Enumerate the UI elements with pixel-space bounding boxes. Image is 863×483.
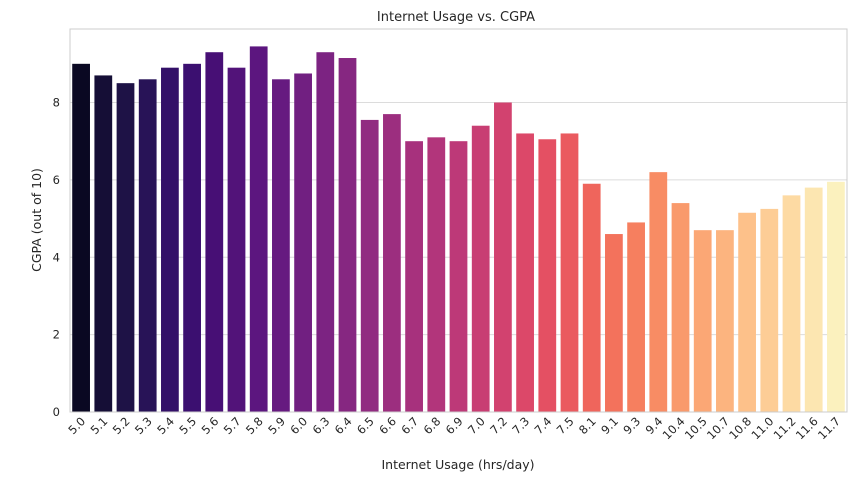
x-tick-label: 8.1 bbox=[576, 414, 599, 437]
x-tick-label: 5.9 bbox=[265, 414, 288, 437]
y-tick-label: 6 bbox=[53, 173, 60, 187]
bar bbox=[72, 63, 90, 413]
bar bbox=[693, 230, 712, 412]
x-tick-label: 6.5 bbox=[354, 414, 377, 437]
bars bbox=[72, 46, 845, 413]
x-tick-label: 5.5 bbox=[176, 414, 199, 437]
bar bbox=[338, 58, 357, 413]
x-tick-label: 11.2 bbox=[771, 414, 799, 442]
bar bbox=[738, 212, 756, 412]
x-tick-label: 5.3 bbox=[132, 414, 155, 437]
x-tick-label: 10.4 bbox=[660, 414, 688, 442]
plot-frame bbox=[69, 28, 848, 413]
bar bbox=[383, 114, 401, 412]
x-tick-label: 5.0 bbox=[65, 414, 88, 437]
x-tick-label: 9.1 bbox=[598, 414, 621, 437]
chart-title: Internet Usage vs. CGPA bbox=[377, 10, 535, 25]
bar bbox=[471, 125, 490, 413]
x-tick-label: 6.9 bbox=[443, 414, 466, 437]
bar bbox=[94, 75, 113, 412]
bar bbox=[427, 137, 446, 412]
bar bbox=[449, 141, 468, 412]
bar bbox=[249, 46, 268, 413]
bar bbox=[360, 119, 379, 413]
x-tick-label: 11.7 bbox=[815, 414, 843, 442]
bar bbox=[560, 133, 579, 413]
x-tick-label: 10.5 bbox=[682, 414, 710, 442]
bar bbox=[627, 222, 645, 412]
y-tick-label: 2 bbox=[53, 328, 60, 342]
bar bbox=[649, 172, 668, 412]
bar bbox=[316, 52, 335, 412]
bar bbox=[538, 139, 557, 412]
bar bbox=[804, 187, 823, 412]
x-tick-label: 7.2 bbox=[487, 414, 510, 437]
x-tick-label: 6.7 bbox=[398, 414, 421, 437]
bar bbox=[205, 52, 224, 412]
x-tick-label: 7.3 bbox=[509, 414, 532, 437]
bar bbox=[827, 181, 845, 412]
x-tick-label: 6.8 bbox=[421, 414, 444, 437]
y-tick-label: 4 bbox=[53, 250, 60, 264]
bar bbox=[516, 133, 534, 413]
x-tick-label: 5.1 bbox=[88, 414, 111, 437]
x-tick-label: 7.4 bbox=[532, 414, 555, 437]
x-tick-label: 5.4 bbox=[154, 414, 177, 437]
x-tick-label: 6.0 bbox=[287, 414, 310, 437]
bar bbox=[605, 234, 623, 412]
bar bbox=[760, 208, 779, 412]
x-tick-label: 6.3 bbox=[310, 414, 333, 437]
y-tick-label: 0 bbox=[53, 405, 60, 419]
x-tick-label: 5.6 bbox=[199, 414, 222, 437]
bar bbox=[716, 230, 734, 412]
bar bbox=[582, 183, 601, 412]
x-tick-label: 5.8 bbox=[243, 414, 266, 437]
x-tick-label: 10.7 bbox=[704, 414, 732, 442]
bar bbox=[494, 102, 512, 412]
bar bbox=[782, 195, 801, 412]
bar bbox=[671, 203, 690, 412]
bar bbox=[183, 63, 201, 413]
x-tick-label: 11.6 bbox=[793, 414, 821, 442]
bar bbox=[272, 79, 290, 412]
x-tick-label: 11.0 bbox=[748, 414, 776, 442]
x-tick-label: 7.0 bbox=[465, 414, 488, 437]
x-tick-label: 6.6 bbox=[376, 414, 399, 437]
y-tick-label: 8 bbox=[53, 96, 60, 110]
x-tick-label: 6.4 bbox=[332, 414, 355, 437]
bar bbox=[161, 67, 179, 413]
x-tick-label: 9.3 bbox=[620, 414, 643, 437]
x-tick-label: 7.5 bbox=[554, 414, 577, 437]
bar bbox=[405, 141, 423, 412]
bar bbox=[227, 67, 246, 413]
bar bbox=[294, 73, 312, 412]
y-axis-label: CGPA (out of 10) bbox=[29, 168, 44, 272]
x-axis-label: Internet Usage (hrs/day) bbox=[381, 457, 534, 472]
x-tick-label: 10.8 bbox=[726, 414, 754, 442]
y-tick-labels: 0 2 4 6 8 bbox=[53, 96, 60, 419]
bar bbox=[138, 79, 157, 412]
x-tick-label: 5.2 bbox=[110, 414, 133, 437]
bar bbox=[116, 83, 135, 412]
x-tick-labels: 5.0 5.1 5.2 5.3 5.4 5.5 5.6 5.7 5.8 5.9 6.0 6.3 6.4 6… bbox=[65, 414, 843, 442]
x-tick-label: 5.7 bbox=[221, 414, 244, 437]
